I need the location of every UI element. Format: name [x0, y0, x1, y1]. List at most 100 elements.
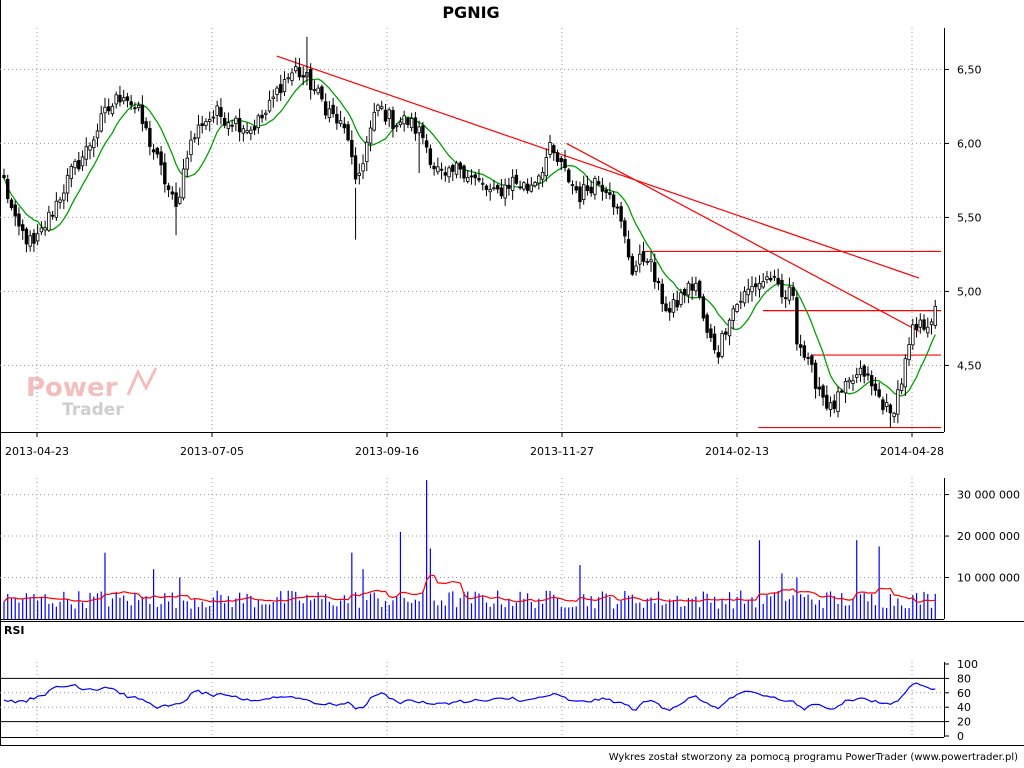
- candle-body: [413, 117, 418, 134]
- candle-body: [559, 157, 563, 163]
- date-x-tick-label: 2013-09-16: [355, 445, 419, 458]
- date-x-tick-label: 2014-04-28: [880, 445, 944, 458]
- candle-body: [769, 277, 773, 281]
- candle: [503, 178, 507, 206]
- candle: [346, 121, 350, 142]
- candle-body: [862, 365, 866, 377]
- candle-body: [578, 186, 582, 203]
- candle-body: [690, 283, 694, 291]
- candle-body: [484, 185, 489, 190]
- candle-body: [847, 379, 851, 383]
- candle: [335, 106, 339, 130]
- logo-swoosh-icon: [126, 367, 158, 396]
- candle-body: [447, 167, 451, 178]
- candle-body: [387, 109, 391, 120]
- candle: [510, 169, 515, 200]
- powertrader-logo: Power Trader: [26, 367, 158, 420]
- candle-body: [365, 141, 369, 163]
- candle: [320, 84, 324, 102]
- candle: [593, 175, 597, 200]
- candle-body: [679, 292, 683, 305]
- candle: [118, 85, 122, 107]
- candle: [219, 98, 223, 125]
- candle-body: [39, 227, 44, 233]
- candle: [611, 190, 616, 215]
- candle-body: [638, 253, 642, 265]
- rsi-y-tick-label: 60: [957, 687, 971, 700]
- candle: [466, 169, 470, 184]
- candle-body: [110, 105, 115, 115]
- volume-grid: [0, 494, 944, 579]
- candle: [62, 184, 66, 209]
- candle: [234, 115, 238, 132]
- candle-body: [92, 139, 96, 149]
- candle-body: [50, 214, 55, 217]
- candle-body: [47, 211, 51, 231]
- candle: [207, 111, 212, 132]
- candle-body: [469, 175, 474, 178]
- candle: [181, 158, 186, 201]
- candle: [884, 393, 889, 413]
- candle: [391, 106, 395, 138]
- candle: [544, 148, 548, 182]
- candle-body: [174, 192, 178, 207]
- candle: [428, 144, 433, 169]
- candle-body: [402, 115, 406, 125]
- candle: [877, 382, 881, 399]
- candle-body: [757, 282, 762, 290]
- candle-body: [376, 104, 380, 112]
- candle: [204, 118, 208, 130]
- candle-body: [608, 192, 612, 195]
- candle-body: [140, 104, 145, 125]
- candle-body: [54, 200, 59, 218]
- candle: [65, 168, 70, 202]
- candle: [507, 177, 511, 196]
- candle: [783, 289, 788, 308]
- candle: [107, 98, 111, 115]
- candle-body: [533, 182, 537, 187]
- candle-body: [836, 391, 840, 412]
- candle: [540, 167, 545, 188]
- candle-body: [260, 114, 264, 119]
- candle: [6, 174, 10, 204]
- candle: [451, 163, 455, 182]
- candle-body: [851, 380, 855, 384]
- candle-body: [252, 126, 257, 131]
- candle: [855, 367, 859, 384]
- candle-body: [151, 149, 156, 153]
- rsi-y-tick-label: 40: [957, 701, 971, 714]
- candle-body: [750, 285, 754, 293]
- candle-body: [267, 99, 272, 112]
- candle-body: [739, 300, 743, 303]
- candle-body: [335, 113, 339, 124]
- candle: [645, 258, 649, 266]
- candle: [858, 360, 863, 382]
- candle: [252, 119, 257, 136]
- candle: [436, 157, 440, 175]
- candle-body: [563, 159, 567, 169]
- candle: [761, 273, 765, 289]
- candle-body: [813, 362, 818, 389]
- candle-body: [73, 160, 77, 169]
- candle: [623, 217, 627, 244]
- candle: [836, 386, 840, 418]
- candle: [43, 220, 47, 236]
- rsi-title: RSI: [4, 624, 25, 637]
- candle-body: [544, 157, 548, 177]
- candle-body: [24, 228, 29, 245]
- candle: [73, 158, 77, 176]
- candle-body: [735, 304, 739, 312]
- candle-body: [20, 224, 25, 232]
- candle-body: [144, 121, 148, 129]
- candle: [454, 160, 459, 179]
- volume-bars: [3, 480, 936, 619]
- volume-ma-path: [3, 574, 936, 603]
- candle-body: [611, 194, 616, 208]
- candle: [380, 100, 384, 111]
- candle: [264, 109, 268, 121]
- candle-body: [2, 175, 6, 179]
- candle: [694, 276, 698, 296]
- candle-body: [230, 124, 234, 127]
- candle: [189, 130, 193, 162]
- candle-body: [626, 239, 631, 258]
